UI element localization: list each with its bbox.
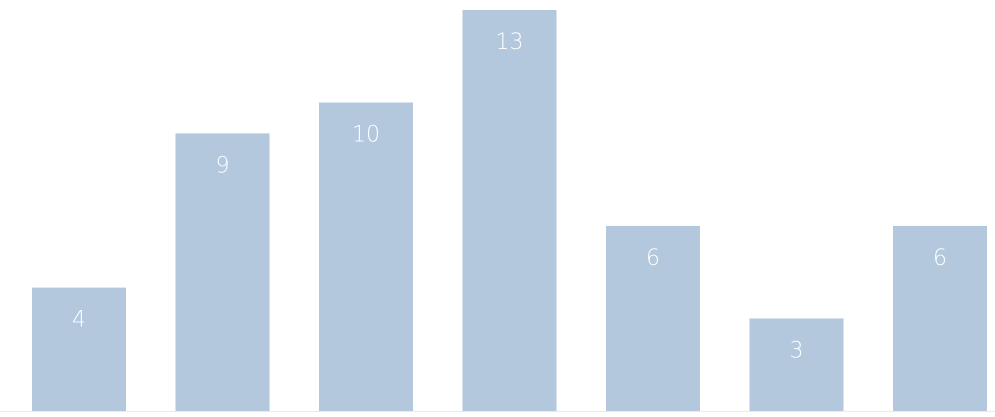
bar xyxy=(32,287,126,411)
bar xyxy=(606,225,700,411)
bar xyxy=(462,10,557,411)
value-label: 10 xyxy=(352,123,380,148)
value-label: 9 xyxy=(216,153,230,178)
bar xyxy=(175,133,270,411)
value-label: 13 xyxy=(496,30,524,55)
value-label: 4 xyxy=(72,308,86,333)
value-label: 6 xyxy=(646,246,660,271)
bar xyxy=(319,102,413,412)
bar xyxy=(749,318,844,411)
value-label: 6 xyxy=(933,246,947,271)
value-label: 3 xyxy=(790,338,804,363)
bar xyxy=(893,225,987,411)
